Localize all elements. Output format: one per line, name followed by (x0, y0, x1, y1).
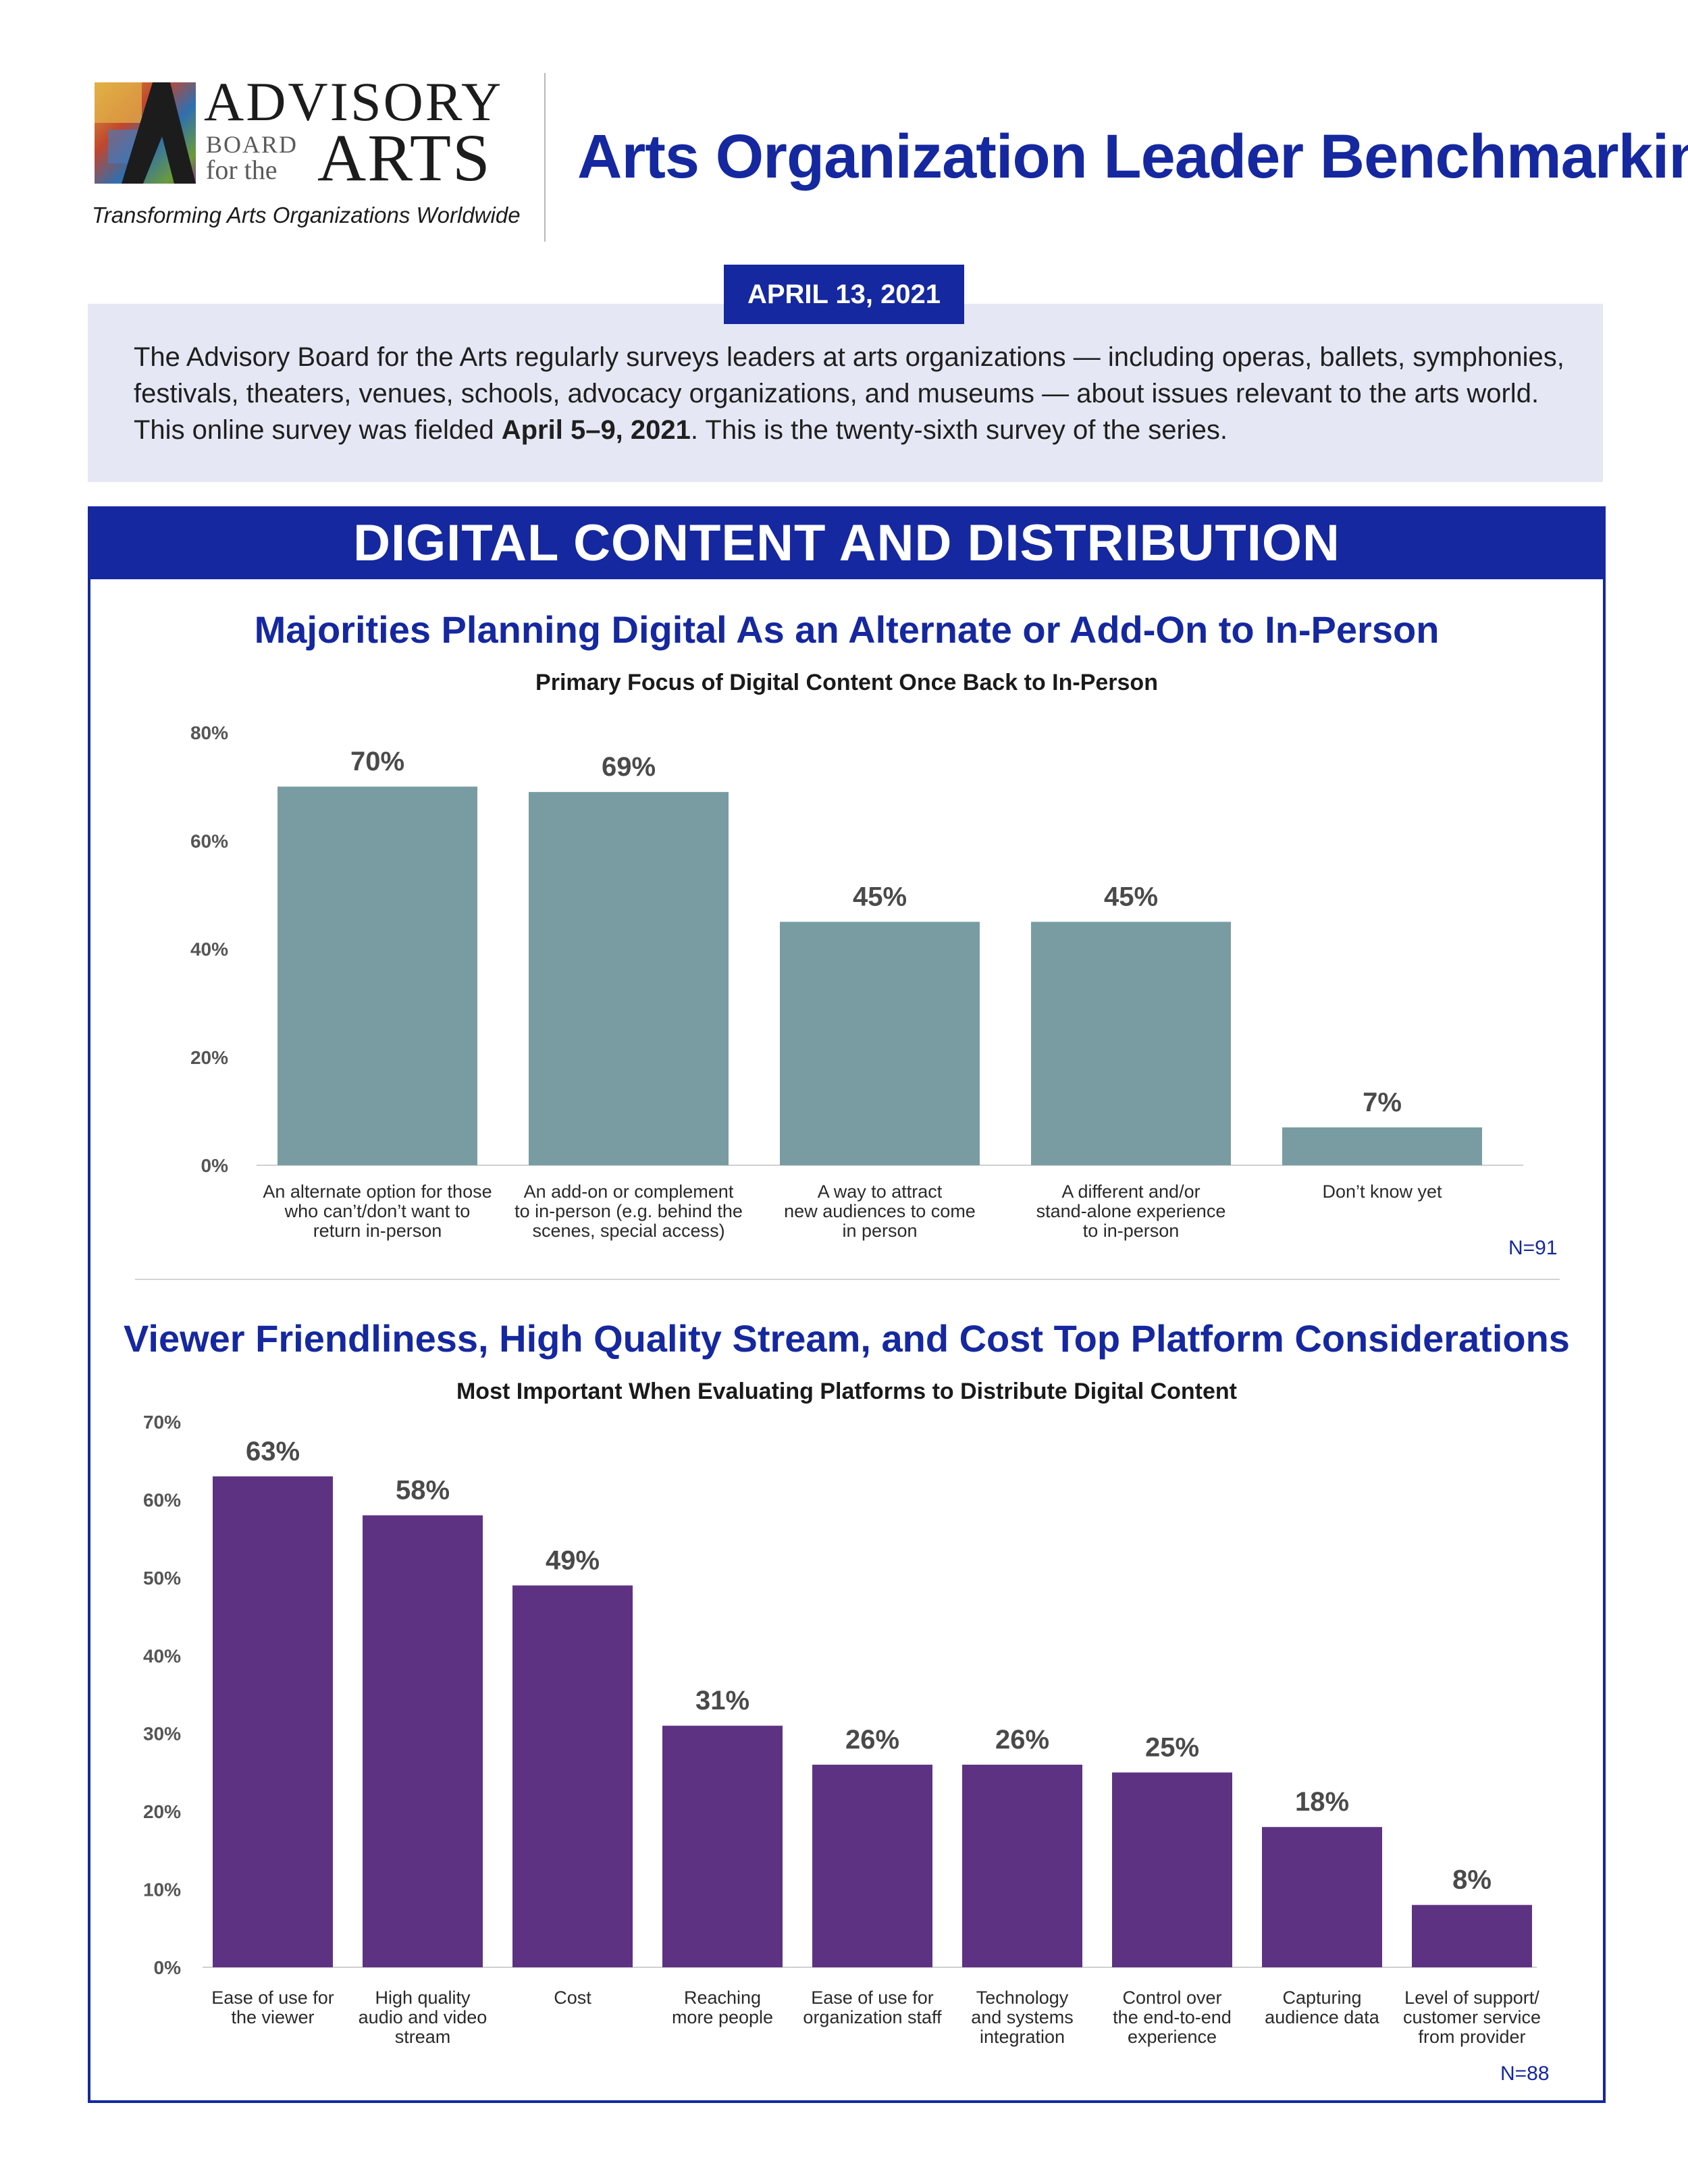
chart1-bar (278, 787, 477, 1165)
chart1-bar (529, 792, 729, 1165)
chart1-category-label: A different and/or (1061, 1181, 1200, 1202)
chart2-ytick-label: 30% (143, 1724, 181, 1744)
chart2-bar (1412, 1905, 1532, 1967)
intro-text: The Advisory Board for the Arts regularl… (134, 339, 1572, 448)
chart1-ytick-label: 0% (201, 1155, 229, 1176)
chart2-data-label: 26% (845, 1725, 899, 1755)
chart2-category-label: Reaching (684, 1988, 761, 2008)
chart2-category-label: the end-to-end (1113, 2007, 1232, 2027)
chart2-data-label: 25% (1145, 1732, 1199, 1762)
chart1-category-label: An add-on or complement (524, 1181, 734, 1202)
chart2-category-label: experience (1128, 2027, 1217, 2047)
chart2-ytick-label: 50% (143, 1568, 181, 1589)
chart1-ytick-label: 80% (190, 722, 228, 743)
chart1-category-label: new audiences to come (784, 1201, 976, 1221)
chart2-data-label: 18% (1295, 1787, 1349, 1817)
chart1-category-label: in person (842, 1221, 917, 1241)
chart2-category-label: Cost (554, 1988, 591, 2008)
chart1-bar (780, 922, 980, 1165)
intro-text-bold: April 5–9, 2021 (501, 415, 691, 445)
chart1-data-label: 7% (1363, 1088, 1402, 1117)
logo-advisory-text: ADVISORY (204, 71, 504, 132)
chart2-title: Viewer Friendliness, High Quality Stream… (124, 1317, 1570, 1360)
chart1-n-label: N=91 (1508, 1237, 1558, 1259)
chart1-subtitle: Primary Focus of Digital Content Once Ba… (535, 670, 1158, 695)
chart2-bar (812, 1764, 932, 1967)
chart1-category-label: A way to attract (818, 1181, 943, 1202)
chart2-category-label: High quality (375, 1988, 471, 2008)
chart2-ytick-label: 70% (143, 1412, 181, 1433)
chart2-category-label: the viewer (231, 2007, 314, 2027)
section-divider (135, 1279, 1560, 1280)
chart1-category-label: to in-person (e.g. behind the (515, 1201, 743, 1221)
header-divider (544, 73, 546, 242)
chart1-category-label: stand-alone experience (1036, 1201, 1226, 1221)
chart1-category-label: An alternate option for those (263, 1181, 492, 1202)
chart2-bar (1112, 1772, 1232, 1967)
intro-text-part2: . This is the twenty-sixth survey of the… (690, 415, 1228, 445)
page-title: Arts Organization Leader Benchmarking (577, 122, 1688, 191)
chart2-category-label: Level of support/ (1404, 1988, 1539, 2008)
chart1-ytick-label: 20% (190, 1047, 228, 1068)
chart1-data-label: 69% (602, 752, 656, 782)
chart1-category-label: who can’t/don’t want to (284, 1201, 471, 1221)
chart2-category-label: integration (980, 2027, 1065, 2047)
chart2-data-label: 8% (1452, 1865, 1492, 1895)
chart2-bar (662, 1726, 783, 1967)
chart2-ytick-label: 60% (143, 1489, 181, 1510)
logo-board-text: BOARD (206, 131, 298, 158)
chart2-bar (363, 1515, 483, 1967)
chart2-bar (512, 1585, 633, 1967)
chart2-ytick-label: 10% (143, 1880, 181, 1900)
chart2-bar (1262, 1827, 1382, 1967)
chart1-ytick-label: 40% (190, 939, 228, 960)
chart2-category-label: stream (395, 2027, 451, 2047)
chart1-data-label: 70% (350, 747, 404, 776)
chart1-bar (1282, 1127, 1482, 1165)
chart2-data-label: 31% (695, 1686, 749, 1715)
chart2-data-label: 58% (396, 1476, 450, 1506)
chart2-n-label: N=88 (1500, 2062, 1550, 2085)
chart2-category-label: from provider (1418, 2027, 1525, 2047)
chart2-category-label: customer service (1403, 2007, 1541, 2027)
date-badge: APRIL 13, 2021 (724, 265, 964, 324)
chart2-category-label: audience data (1265, 2007, 1380, 2027)
logo-tagline: Transforming Arts Organizations Worldwid… (92, 203, 521, 228)
chart2-bar (962, 1764, 1082, 1967)
chart2-subtitle: Most Important When Evaluating Platforms… (456, 1379, 1238, 1404)
chart1-data-label: 45% (1104, 882, 1158, 911)
chart2-category-label: organization staff (803, 2007, 942, 2027)
intro-box (88, 304, 1603, 482)
chart1-data-label: 45% (853, 882, 907, 911)
chart1-title: Majorities Planning Digital As an Altern… (254, 608, 1440, 651)
chart2-category-label: Ease of use for (811, 1988, 934, 2008)
chart2-ytick-label: 20% (143, 1801, 181, 1822)
chart2-category-label: Technology (976, 1988, 1069, 2008)
chart1-category-label: scenes, special access) (532, 1221, 724, 1241)
intro-text-part1: The Advisory Board for the Arts regularl… (134, 342, 1564, 445)
chart2-ytick-label: 0% (154, 1957, 182, 1978)
chart2-category-label: more people (672, 2007, 773, 2027)
chart1-bar (1031, 922, 1231, 1165)
chart2-category-label: Ease of use for (211, 1988, 334, 2008)
logo-arts-text: ARTS (317, 120, 492, 195)
chart2-category-label: Capturing (1282, 1988, 1361, 2008)
chart2-data-label: 49% (546, 1545, 600, 1575)
chart2-category-label: Control over (1122, 1988, 1221, 2008)
chart1-category-label: return in-person (313, 1221, 442, 1241)
chart2-category-label: audio and video (359, 2007, 487, 2027)
logo-forthe-text: for the (206, 155, 278, 185)
chart2-bar (213, 1476, 333, 1967)
logo-mark-icon (95, 82, 196, 184)
chart1-ytick-label: 60% (190, 830, 228, 851)
chart1-category-label: Don’t know yet (1322, 1181, 1442, 1202)
section-title: DIGITAL CONTENT AND DISTRIBUTION (88, 506, 1606, 579)
chart2-category-label: and systems (971, 2007, 1074, 2027)
chart2-ytick-label: 40% (143, 1645, 181, 1666)
chart1-category-label: to in-person (1083, 1221, 1180, 1241)
chart2-data-label: 63% (246, 1437, 300, 1466)
chart2-data-label: 26% (995, 1725, 1049, 1755)
